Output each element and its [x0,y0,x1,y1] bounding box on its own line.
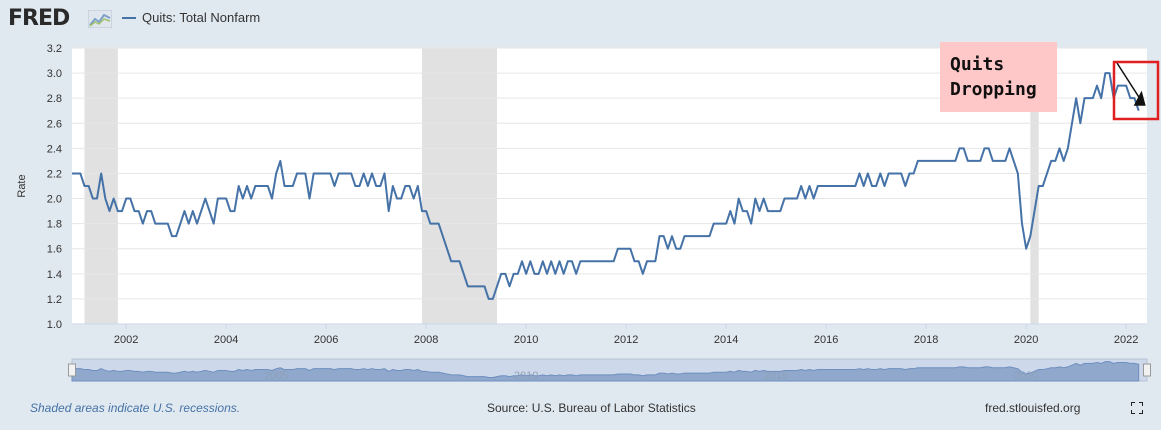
arrow-head-icon [1133,90,1146,106]
legend[interactable]: Quits: Total Nonfarm [122,10,260,25]
navigator-handle-right[interactable] [1143,363,1151,377]
y-tick-label: 1.0 [47,319,62,331]
source-text: Source: U.S. Bureau of Labor Statistics [487,401,696,415]
y-axis-label: Rate [16,174,28,197]
chart-header: FRED Quits: Total Nonfarm [0,0,1161,40]
plot-area: 1.0 1.2 1.4 1.6 1.8 2.0 2.2 2.4 2.6 2.8 3.0 3.2 2002… [16,43,1160,346]
fred-logo[interactable]: FRED [8,6,70,31]
x-tick-label: 2020 [1014,334,1038,346]
annotation-frame [1112,60,1160,121]
x-tick-label: 2014 [714,334,738,346]
site-link[interactable]: fred.stlouisfed.org [985,401,1081,415]
x-tick-label: 2012 [614,334,638,346]
y-tick-label: 1.2 [47,294,62,306]
y-tick-label: 2.6 [47,118,62,130]
y-tick-label: 1.6 [47,244,62,256]
legend-swatch [122,16,136,19]
x-tick-label: 2004 [214,334,238,346]
x-tick-label: 2018 [914,334,938,346]
annotation-line-2: Dropping [950,79,1037,100]
recession-band [1030,48,1039,324]
navigator-label: 2020 [1014,370,1038,382]
recession-band [84,48,118,324]
y-tick-label: 1.8 [47,219,62,231]
annotation-line-1: Quits [950,54,1005,75]
x-tick-label: 2008 [414,334,438,346]
y-tick-label: 2.2 [47,168,62,180]
navigator-handle-left[interactable] [68,363,76,377]
x-tick-label: 2006 [314,334,338,346]
annotation-box [940,42,1057,112]
legend-label: Quits: Total Nonfarm [142,10,261,25]
navigator-label: 2015 [764,370,788,382]
recession-band [422,48,497,324]
navigator-label: 2005 [264,370,288,382]
annotation-text: Quits Dropping [950,52,1037,102]
x-tick-label: 2010 [514,334,538,346]
y-tick-label: 2.4 [47,143,62,155]
series-line-quits [72,72,1140,300]
y-tick-label: 2.0 [47,194,62,206]
y-tick-label: 2.8 [47,93,62,105]
fullscreen-icon[interactable] [1131,402,1143,414]
navigator-series [71,361,1140,382]
fred-chart-logo-icon [88,10,112,28]
y-tick-label: 3.0 [47,68,62,80]
y-tick-label: 1.4 [47,269,62,281]
navigator-label: 2010 [514,370,538,382]
navigator[interactable]: 2005 2010 2015 2020 [68,358,1151,382]
y-tick-label: 3.2 [47,43,62,55]
recession-note: Shaded areas indicate U.S. recessions. [30,401,241,415]
x-tick-label: 2016 [814,334,838,346]
x-tick-label: 2022 [1114,334,1138,346]
x-tick-label: 2002 [114,334,138,346]
